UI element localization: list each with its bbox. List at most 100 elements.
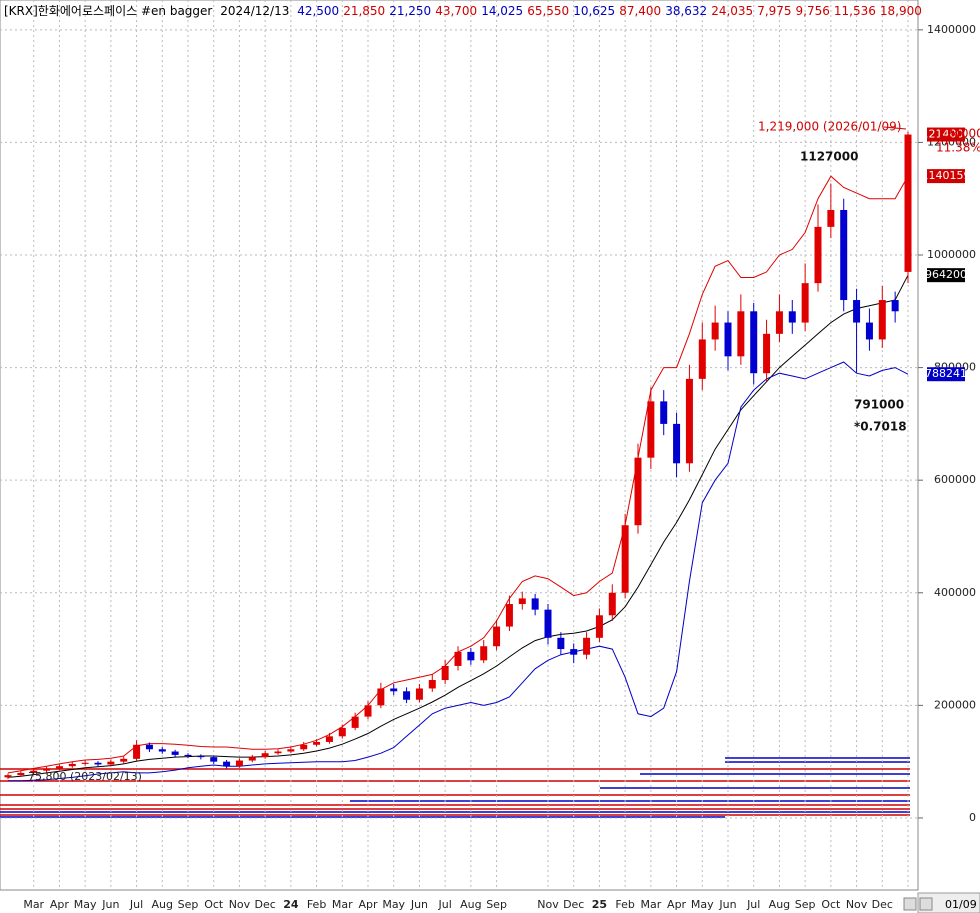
candle-body <box>43 768 51 771</box>
candle-body <box>313 741 321 745</box>
candle-body <box>415 688 423 700</box>
header-date: 2024/12/13 <box>220 4 290 18</box>
candle-body <box>107 761 115 765</box>
candle-body <box>827 209 835 227</box>
header-value: 43,700 <box>435 4 478 18</box>
candle-body <box>660 401 668 424</box>
x-tick-label: Jun <box>101 898 119 911</box>
x-tick-label: Nov <box>846 898 868 911</box>
candle-body <box>55 766 63 769</box>
candle-body <box>377 688 385 706</box>
candle-body <box>557 637 565 650</box>
candle-body <box>274 751 282 754</box>
candle-body <box>454 651 462 666</box>
candle-body <box>428 680 436 689</box>
candle-body <box>403 691 411 700</box>
x-tick-label: Sep <box>795 898 816 911</box>
x-tick-label: Nov <box>537 898 559 911</box>
low-label: 791000 <box>854 398 904 412</box>
x-tick-label: May <box>382 898 405 911</box>
candle-body <box>673 423 681 464</box>
candle-body <box>158 749 166 752</box>
x-tick-label: Feb <box>307 898 326 911</box>
x-tick-label: Jun <box>410 898 428 911</box>
candle-body <box>364 705 372 717</box>
y-tick-label: 1400000 <box>927 23 976 36</box>
indicator-lines <box>0 757 910 818</box>
band-line <box>8 361 909 782</box>
annotations: 1,219,000 (2026/01/09) 124000 11.38% 112… <box>28 120 980 784</box>
candle-body <box>94 762 102 765</box>
price-tag-label: 964200 <box>925 268 967 281</box>
candle-body <box>634 457 642 526</box>
x-tick-label: 25 <box>592 898 607 911</box>
candle-body <box>647 401 655 458</box>
candle-body <box>865 322 873 340</box>
header-value: 14,025 <box>481 4 524 18</box>
tool-icon[interactable] <box>919 897 933 911</box>
x-tick-label: Jul <box>438 898 452 911</box>
candle-body <box>608 592 616 616</box>
price-tag-label: 1214000 <box>922 128 971 141</box>
candle-body <box>4 775 12 778</box>
candle-body <box>223 761 231 767</box>
price-tag <box>927 127 965 142</box>
candle-body <box>30 770 38 773</box>
header: [KRX]한화에어로스페이스 #en bagger 2024/12/13 42,… <box>4 2 926 19</box>
header-value: 18,900 <box>879 4 922 18</box>
x-tick-label: Mar <box>640 898 661 911</box>
x-tick-label: Jun <box>718 898 736 911</box>
x-tick-label: Aug <box>152 898 173 911</box>
candle-body <box>300 744 308 750</box>
candle-body <box>711 322 719 340</box>
price-tag-label: 788241 <box>925 367 967 380</box>
candle-body <box>248 757 256 761</box>
x-tick-label: Sep <box>178 898 199 911</box>
candle-body <box>878 300 886 340</box>
x-tick-label: Dec <box>872 898 893 911</box>
header-value: 21,250 <box>389 4 432 18</box>
max-price-label: 1,219,000 (2026/01/09) <box>758 120 901 134</box>
candle-body <box>801 283 809 323</box>
candle-body <box>891 300 899 312</box>
candle-body <box>775 311 783 334</box>
candle-body <box>480 646 488 661</box>
header-title: [KRX]한화에어로스페이스 #en bagger <box>4 4 213 18</box>
candle-body <box>390 688 398 692</box>
header-value: 65,550 <box>527 4 570 18</box>
candle-body <box>737 311 745 357</box>
candle-body <box>570 649 578 655</box>
candle-body <box>531 598 539 610</box>
candle-body <box>235 760 243 767</box>
candle-body <box>17 772 25 776</box>
ratio-label: *0.7018 <box>854 420 907 434</box>
header-value: 9,756 <box>795 4 830 18</box>
x-tick-label: 24 <box>283 898 299 911</box>
x-tick-label: Nov <box>229 898 251 911</box>
candle-body <box>685 378 693 464</box>
x-tick-label: Apr <box>358 898 378 911</box>
candle-body <box>493 626 501 647</box>
candle-body <box>133 744 141 759</box>
date-box <box>917 892 980 913</box>
max-price-arrow <box>883 126 907 130</box>
candle-body <box>197 756 205 758</box>
x-tick-label: Mar <box>23 898 44 911</box>
candle-body <box>441 665 449 681</box>
x-tick-label: Oct <box>204 898 224 911</box>
candle-body <box>184 754 192 757</box>
band-line <box>7 274 909 778</box>
candle-body <box>171 751 179 755</box>
candle-body <box>750 311 758 374</box>
candle-body <box>338 727 346 737</box>
candle-body <box>518 598 526 605</box>
x-tick-label: Aug <box>769 898 790 911</box>
candle-body <box>840 209 848 301</box>
y-tick-label: 200000 <box>934 698 976 711</box>
change-label: 124000 <box>938 127 980 141</box>
candle-body <box>698 339 706 379</box>
x-tick-label: Feb <box>615 898 634 911</box>
tool-icon[interactable] <box>903 897 917 911</box>
candle-body <box>81 762 89 764</box>
